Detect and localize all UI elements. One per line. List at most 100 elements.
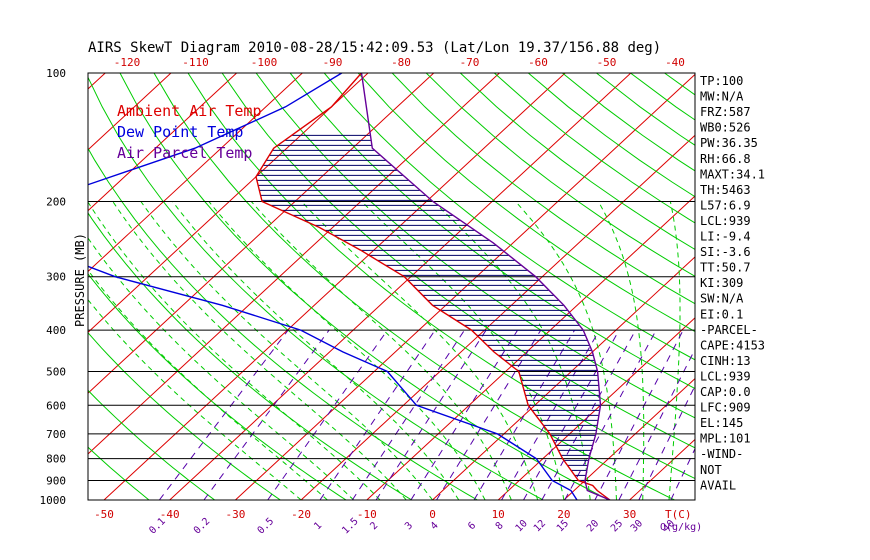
stat-line: -WIND-	[700, 447, 743, 461]
isotherm-line	[563, 377, 695, 500]
pressure-axis: 100 200 300 400 500 600 700 800 900 1000	[40, 67, 67, 507]
stat-line: LFC:909	[700, 401, 751, 415]
stat-line: LI:-9.4	[700, 230, 751, 244]
top-temp-tick-label: -120	[114, 56, 141, 69]
isotherm-line	[497, 317, 695, 500]
dry-adiabat-line	[289, 73, 695, 390]
pressure-tick-label: 1000	[40, 494, 67, 507]
bottom-temp-tick-label: 30	[623, 508, 636, 521]
bottom-temp-tick-label: -40	[160, 508, 180, 521]
dry-adiabat-line	[88, 273, 347, 500]
stat-line: L57:6.9	[700, 198, 751, 212]
top-temp-axis: -120 -110 -100 -90 -80 -70 -60 -50 -40	[114, 56, 685, 69]
mixing-ratio-line	[501, 329, 600, 500]
isotherm-line	[169, 73, 632, 500]
mixing-ratio-line	[351, 329, 465, 500]
dry-adiabat-line	[88, 76, 544, 500]
mixing-ratio-line	[203, 329, 330, 500]
moist-adiabat-line	[515, 201, 617, 500]
bottom-temp-tick-label: -10	[357, 508, 377, 521]
isotherm-line	[88, 73, 369, 333]
bottom-temp-tick-label: 20	[557, 508, 570, 521]
air-parcel-temp-line	[360, 73, 611, 500]
profiles	[88, 73, 611, 500]
stat-line: TP:100	[700, 74, 743, 88]
stat-line: MAXT:34.1	[700, 167, 765, 181]
stat-line: TH:5463	[700, 183, 751, 197]
plot-frame	[87, 72, 696, 501]
dry-adiabat-line	[459, 73, 695, 251]
dry-adiabat-line	[119, 73, 610, 500]
mixing-ratio-line	[638, 384, 695, 500]
dry-adiabat-line	[221, 73, 695, 449]
stat-line: NOT	[700, 463, 722, 477]
bottom-temp-tick-label: 0	[429, 508, 436, 521]
mixing-ratio-line	[319, 329, 436, 500]
stat-line: EL:145	[700, 416, 743, 430]
dry-adiabat-line	[425, 73, 695, 277]
dry-adiabat-line	[88, 332, 281, 500]
mixing-ratio-line	[158, 329, 289, 500]
pressure-tick-label: 600	[46, 399, 66, 412]
mixing-ratio-line	[473, 329, 576, 500]
pressure-tick-label: 400	[46, 324, 66, 337]
chart-title: AIRS SkewT Diagram 2010-08-28/15:42:09.5…	[88, 40, 661, 56]
stat-line: -PARCEL-	[700, 323, 758, 337]
mixing-ratio-line	[670, 447, 695, 500]
bottom-temp-tick-label: 10	[492, 508, 505, 521]
pressure-tick-label: 500	[46, 365, 66, 378]
moist-adiabat-line	[88, 201, 381, 500]
isotherm-line	[88, 73, 172, 151]
bottom-temp-axis: -50 -40 -30 -20 -10 0 10 20 30	[94, 508, 636, 521]
mixing-ratio-line	[594, 329, 684, 500]
top-temp-tick-label: -50	[597, 56, 617, 69]
stat-line: LCL:939	[700, 369, 751, 383]
legend-item: Air Parcel Temp	[117, 144, 252, 162]
dew-point-temp-line	[88, 73, 578, 500]
dry-adiabat-line	[88, 389, 215, 500]
stat-line: CINH:13	[700, 354, 751, 368]
bottom-temp-unit: T(C)	[665, 508, 692, 521]
stat-line: SW:N/A	[700, 292, 744, 306]
stat-line: AVAIL	[700, 478, 736, 492]
stat-line: PW:36.35	[700, 136, 758, 150]
dry-adiabat-line	[187, 73, 695, 480]
dry-adiabat-line	[323, 73, 695, 361]
top-temp-tick-label: -40	[665, 56, 685, 69]
pressure-tick-label: 300	[46, 271, 66, 284]
isotherm-line	[88, 73, 237, 212]
top-temp-tick-label: -100	[251, 56, 278, 69]
bottom-temp-tick-label: -20	[291, 508, 311, 521]
dry-adiabat-line	[391, 73, 695, 305]
isotherm-line	[235, 73, 695, 500]
stat-line: MPL:101	[700, 432, 751, 446]
top-temp-tick-label: -70	[460, 56, 480, 69]
moist-adiabat-line	[433, 201, 591, 500]
pressure-tick-label: 900	[46, 474, 66, 487]
stat-line: LCL:939	[700, 214, 751, 228]
isotherm-line	[366, 195, 695, 500]
stat-line: TT:50.7	[700, 261, 751, 275]
pressure-tick-label: 200	[46, 196, 66, 209]
stat-line: KI:309	[700, 276, 743, 290]
isotherm-line	[88, 73, 435, 394]
bottom-temp-tick-label: -30	[225, 508, 245, 521]
legend-item: Dew Point Temp	[117, 123, 243, 141]
pressure-tick-label: 800	[46, 453, 66, 466]
dry-adiabat-line	[255, 73, 695, 419]
bottom-temp-tick-label: -50	[94, 508, 114, 521]
stat-line: CAP:0.0	[700, 385, 751, 399]
ambient-air-temp-line	[255, 73, 611, 500]
stat-line: EI:0.1	[700, 307, 743, 321]
dry-adiabat-line	[88, 212, 413, 500]
mixing-ratio-line	[618, 348, 695, 500]
top-temp-tick-label: -60	[528, 56, 548, 69]
stat-line: WB0:526	[700, 121, 751, 135]
legend-item: Ambient Air Temp	[117, 102, 262, 120]
background-lines	[88, 73, 695, 500]
dry-adiabat-line	[88, 147, 478, 500]
stat-line: RH:66.8	[700, 152, 751, 166]
stat-line: CAPE:4153	[700, 338, 765, 352]
